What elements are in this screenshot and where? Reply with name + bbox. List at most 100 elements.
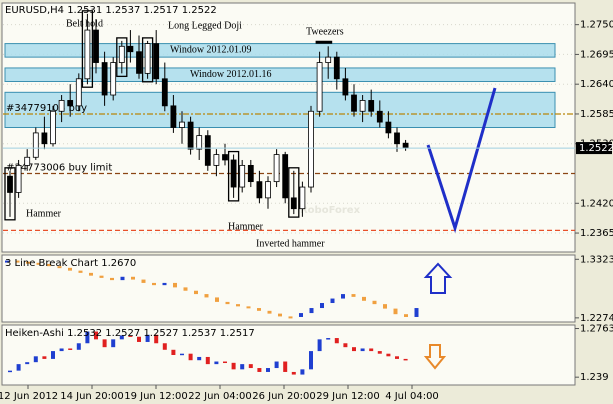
candle-body xyxy=(299,186,306,210)
watermark: RoboForex xyxy=(300,205,361,216)
line-break-brick xyxy=(414,308,419,317)
line-break-brick xyxy=(36,262,41,265)
down-arrow-icon xyxy=(423,344,447,370)
line-break-brick xyxy=(362,296,366,301)
line-break-panel xyxy=(1,254,576,323)
candle-body xyxy=(385,121,392,134)
annotation: Belt hold xyxy=(66,18,103,29)
candle-body xyxy=(196,135,203,150)
zone-label: Window 2012.01.09 xyxy=(170,45,252,56)
heiken-ashi-bar xyxy=(352,347,356,352)
line-break-brick xyxy=(152,282,156,286)
candle-body xyxy=(7,175,13,193)
y-tick-label: 1.2640 xyxy=(580,79,613,90)
line-break-brick xyxy=(236,304,240,307)
heiken-ashi-bar xyxy=(403,358,408,361)
candle-body xyxy=(67,100,74,107)
candle-body xyxy=(101,62,108,96)
candle-body xyxy=(325,56,332,63)
y-tick-label: 1.2420 xyxy=(580,198,613,209)
candle-body xyxy=(170,105,177,128)
x-tick-label: 29 Jun 12:00 xyxy=(316,391,380,402)
up-arrow-icon xyxy=(423,262,453,294)
pattern-box xyxy=(141,37,154,83)
pattern-box xyxy=(227,150,240,202)
candle-body xyxy=(187,121,194,150)
heiken-ashi-bar xyxy=(137,336,141,342)
candle-body xyxy=(24,156,31,166)
heiken-ashi-bar xyxy=(395,356,399,359)
zone-label: Window 2012.01.16 xyxy=(190,69,272,80)
candle-body xyxy=(247,164,254,183)
heiken-ashi-bar xyxy=(180,353,184,356)
candle-body xyxy=(204,135,211,166)
pattern-box xyxy=(288,167,300,218)
heiken-ashi-bar xyxy=(102,339,107,348)
level-label: #34779104 buy xyxy=(6,103,87,114)
line-break-brick xyxy=(393,308,398,315)
current-price-box xyxy=(576,142,612,155)
candle-body xyxy=(153,43,160,80)
line-break-brick xyxy=(267,310,272,314)
heiken-ashi-bar xyxy=(334,338,339,344)
line-break-brick xyxy=(278,313,282,317)
line-break-brick xyxy=(299,313,303,317)
line-break-brick xyxy=(246,306,251,309)
candle-body xyxy=(265,181,271,199)
x-tick-label: 12 Jun 2012 xyxy=(0,391,58,402)
heiken-ashi-bar xyxy=(240,364,245,370)
pattern-box xyxy=(116,37,128,78)
heiken-ashi-bar xyxy=(59,348,64,352)
current-price-label: 1.2522 xyxy=(579,143,613,154)
heiken-ashi-bar xyxy=(248,364,253,369)
heiken-ashi-bar xyxy=(326,338,331,340)
candle-body xyxy=(41,132,48,145)
candle-body xyxy=(359,100,366,112)
heiken-ashi-bar xyxy=(231,362,236,370)
zone xyxy=(4,91,556,128)
candle-body xyxy=(213,154,220,166)
heiken-ashi-bar xyxy=(343,343,348,348)
heiken-ashi-bar xyxy=(188,353,193,361)
heiken-ashi-bar xyxy=(171,349,176,355)
panel-title: 3 Line Break Chart 1.2670 xyxy=(5,258,136,269)
panel-title: Heiken-Ashi 1.2532 1.2527 1.2527 1.2537 … xyxy=(5,328,255,339)
candle-body xyxy=(110,62,117,96)
candle-body xyxy=(15,164,22,193)
drawn-arrow xyxy=(426,87,497,234)
heiken-ashi-bar xyxy=(309,351,313,370)
line-break-brick xyxy=(372,300,377,305)
candle-body xyxy=(239,164,246,188)
annotation: Hammer xyxy=(228,221,264,232)
heiken-ashi-bar xyxy=(16,364,21,371)
line-break-brick xyxy=(162,282,167,286)
x-tick-label: 26 Jun 20:00 xyxy=(252,391,316,402)
x-tick-label: 22 Jun 04:00 xyxy=(188,391,252,402)
level-label: #34773006 buy limit xyxy=(6,163,112,174)
candle-body xyxy=(376,110,383,123)
y-tick-label: 1.239 xyxy=(580,372,609,383)
x-tick-label: 14 Jun 20:00 xyxy=(60,391,124,402)
candle-body xyxy=(93,29,99,63)
candle-body xyxy=(118,45,125,63)
candle-body xyxy=(256,181,263,199)
candle-body xyxy=(222,154,228,161)
heiken-ashi-bar xyxy=(197,356,202,361)
heiken-ashi-bar xyxy=(274,361,279,369)
line-break-brick xyxy=(320,303,324,309)
line-break-brick xyxy=(183,287,188,291)
candle-body xyxy=(368,100,375,112)
candle-body xyxy=(342,78,349,96)
line-break-brick xyxy=(15,260,20,263)
line-break-brick xyxy=(225,301,230,305)
annotation: Tweezers xyxy=(306,27,344,38)
line-break-brick xyxy=(204,294,209,298)
line-break-brick xyxy=(68,267,72,271)
y-tick-label: 1.2365 xyxy=(580,228,613,239)
line-break-brick xyxy=(141,279,146,283)
line-break-brick xyxy=(78,270,83,273)
candle-body xyxy=(179,121,185,128)
line-break-brick xyxy=(341,294,345,299)
